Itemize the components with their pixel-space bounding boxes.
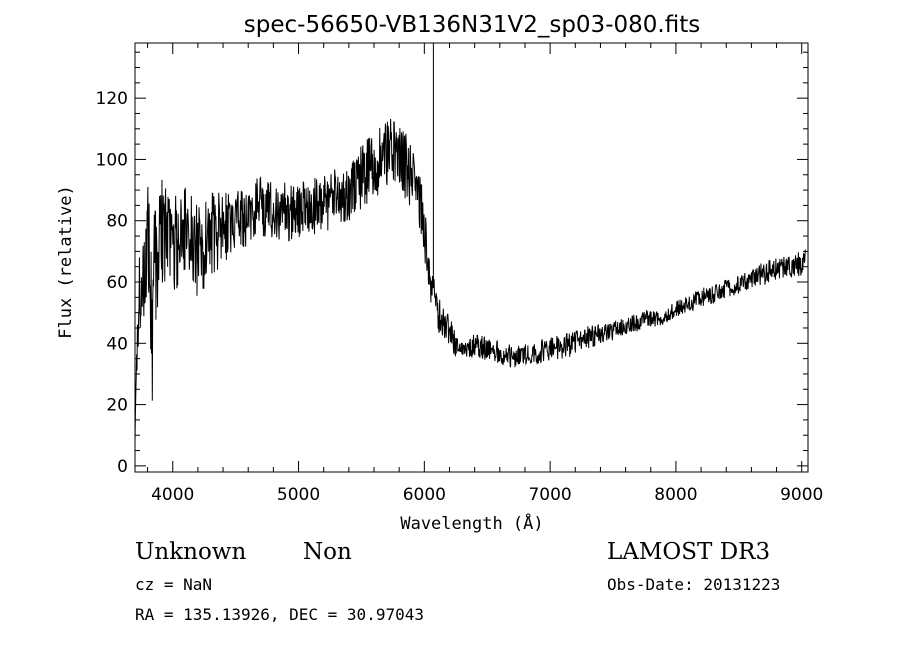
x-tick-label: 4000	[151, 485, 194, 505]
x-tick-label: 8000	[654, 485, 697, 505]
y-axis-label: Flux (relative)	[56, 185, 76, 339]
x-axis-ticks	[147, 43, 803, 472]
object-subclass: Non	[303, 539, 352, 565]
object-class: Unknown	[135, 539, 246, 565]
x-tick-label: 9000	[780, 485, 823, 505]
y-tick-label: 60	[106, 273, 128, 293]
obs-date: Obs-Date: 20131223	[607, 575, 780, 594]
x-tick-label: 6000	[403, 485, 446, 505]
coordinates: RA = 135.13926, DEC = 30.97043	[135, 605, 424, 624]
survey-name: LAMOST DR3	[607, 539, 770, 565]
chart-title: spec-56650-VB136N31V2_sp03-080.fits	[244, 12, 700, 38]
redshift-text: cz = NaN	[135, 575, 212, 594]
y-axis-ticks	[135, 51, 808, 467]
plot-frame	[134, 42, 809, 473]
y-tick-label: 0	[117, 457, 128, 477]
x-tick-label: 5000	[277, 485, 320, 505]
spectrum-line	[135, 43, 806, 442]
y-axis-tick-labels: 0 20 40 60 80 100 120	[96, 89, 128, 477]
y-tick-label: 20	[106, 396, 128, 416]
y-tick-label: 80	[106, 212, 128, 232]
x-axis-tick-labels: 4000 5000 6000 7000 8000 9000	[151, 485, 823, 505]
y-tick-label: 40	[106, 334, 128, 354]
x-tick-label: 7000	[528, 485, 571, 505]
x-axis-label: Wavelength (Å)	[400, 512, 543, 534]
y-tick-label: 120	[96, 89, 128, 109]
y-tick-label: 100	[96, 150, 128, 170]
